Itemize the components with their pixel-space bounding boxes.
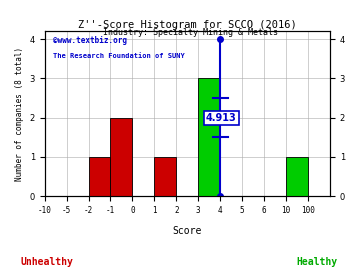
Y-axis label: Number of companies (8 total): Number of companies (8 total) [15,47,24,181]
Bar [286,157,308,196]
Text: Industry: Specialty Mining & Metals: Industry: Specialty Mining & Metals [103,28,278,37]
Bar [198,78,220,196]
Bar [111,118,132,196]
Text: Unhealthy: Unhealthy [21,256,73,266]
Text: ©www.textbiz.org: ©www.textbiz.org [53,36,127,45]
Text: The Research Foundation of SUNY: The Research Foundation of SUNY [53,53,185,59]
Bar [154,157,176,196]
Title: Z''-Score Histogram for SCCO (2016): Z''-Score Histogram for SCCO (2016) [78,21,297,31]
Bar [89,157,111,196]
Text: 4.913: 4.913 [206,113,237,123]
X-axis label: Score: Score [172,226,202,236]
Text: Healthy: Healthy [296,256,337,266]
